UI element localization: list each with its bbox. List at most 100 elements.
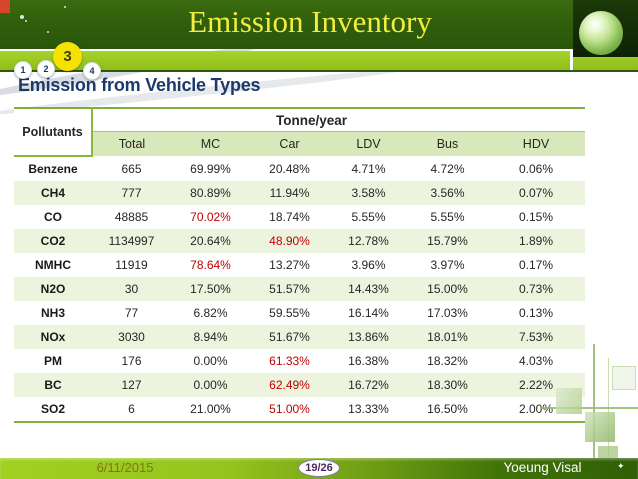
value-cell: 0.00% — [193, 378, 228, 392]
value-cell: 8.94% — [193, 330, 228, 344]
value-cell: 17.03% — [427, 306, 468, 320]
table-row: PM 176 0.00% 61.33% 16.38% 18.32% 4.03% — [14, 349, 585, 373]
decor-square — [585, 412, 615, 442]
value-cell: 30 — [124, 282, 139, 296]
value-cell: 62.49% — [269, 378, 310, 392]
value-cell: 13.86% — [348, 330, 389, 344]
decor-square — [612, 366, 636, 390]
decor-square — [598, 446, 618, 458]
value-cell: 80.89% — [190, 186, 231, 200]
table-row: CO2 1134997 20.64% 48.90% 12.78% 15.79% 1.89% — [14, 229, 585, 253]
value-cell: 5.55% — [351, 210, 386, 224]
sparkle-dot — [64, 6, 66, 8]
globe-icon — [579, 11, 623, 55]
value-cell: 18.74% — [269, 210, 310, 224]
value-cell: 6.82% — [193, 306, 228, 320]
value-cell: 4.71% — [351, 161, 386, 176]
decor-line — [608, 358, 609, 462]
pollutant-cell: CO — [44, 210, 62, 224]
value-cell: 0.06% — [518, 161, 554, 176]
header-bar — [0, 0, 638, 49]
value-cell: 21.00% — [190, 402, 231, 416]
pollutant-cell: NH3 — [40, 306, 65, 320]
value-cell: 48885 — [114, 210, 149, 224]
value-cell: 665 — [121, 161, 142, 176]
decor-square — [556, 388, 582, 414]
pollutant-cell: CO2 — [40, 234, 66, 248]
band-divider — [570, 51, 573, 70]
value-cell: 0.15% — [518, 210, 554, 224]
value-cell: 17.50% — [190, 282, 231, 296]
value-cell: 20.64% — [190, 234, 231, 248]
value-cell: 2.00% — [518, 402, 554, 416]
pollutant-cell: SO2 — [40, 402, 65, 416]
value-cell: 0.07% — [518, 186, 554, 200]
value-cell: 3.58% — [351, 186, 386, 200]
value-cell: 69.99% — [190, 161, 231, 176]
value-cell: 4.72% — [430, 161, 465, 176]
emission-table: Pollutants Tonne/year Total MC Car LDV B… — [14, 107, 585, 423]
value-cell: 16.50% — [427, 402, 468, 416]
value-cell: 18.01% — [427, 330, 468, 344]
table-row: CH4 777 80.89% 11.94% 3.58% 3.56% 0.07% — [14, 181, 585, 205]
value-cell: 11.94% — [269, 186, 310, 200]
pollutant-cell: BC — [44, 378, 62, 392]
sparkle-dot — [47, 31, 49, 33]
page-title: Emission Inventory — [188, 4, 432, 39]
corner-red-square — [0, 0, 10, 13]
value-cell: 15.79% — [427, 234, 468, 248]
value-cell: 13.27% — [269, 258, 310, 272]
column-header: Total — [92, 131, 171, 156]
emission-table-wrap: Pollutants Tonne/year Total MC Car LDV B… — [14, 107, 585, 423]
value-cell: 16.14% — [348, 306, 389, 320]
nav-circle-3-active[interactable]: 3 — [53, 42, 82, 71]
footer-date: 6/11/2015 — [96, 460, 154, 475]
page-number-badge: 19/26 — [298, 459, 340, 477]
column-header: Bus — [408, 131, 487, 156]
column-header: HDV — [487, 131, 585, 156]
nav-circle-1[interactable]: 1 — [14, 61, 32, 79]
table-row: BC 127 0.00% 62.49% 16.72% 18.30% 2.22% — [14, 373, 585, 397]
decor-line — [593, 344, 595, 462]
pollutant-cell: PM — [44, 354, 62, 368]
value-cell: 51.57% — [269, 282, 310, 296]
value-cell: 1134997 — [108, 234, 155, 248]
value-cell: 0.13% — [518, 306, 554, 320]
value-cell: 2.22% — [518, 378, 554, 392]
value-cell: 1.89% — [518, 234, 554, 248]
pollutant-cell: N2O — [40, 282, 66, 296]
value-cell: 70.02% — [190, 210, 231, 224]
value-cell: 3030 — [118, 330, 145, 344]
table-row: N2O 30 17.50% 51.57% 14.43% 15.00% 0.73% — [14, 277, 585, 301]
value-cell: 20.48% — [269, 161, 310, 176]
sparkle-dot — [20, 15, 24, 19]
pollutant-cell: CH4 — [40, 186, 65, 200]
value-cell: 11919 — [115, 258, 148, 272]
value-cell: 4.03% — [518, 354, 554, 368]
decor-line — [540, 407, 638, 409]
value-cell: 0.73% — [518, 282, 554, 296]
nav-circle-2[interactable]: 2 — [37, 60, 55, 78]
section-title: Emission from Vehicle Types — [18, 75, 261, 95]
value-cell: 176 — [121, 354, 142, 368]
value-cell: 78.64% — [190, 258, 231, 272]
corner-header: Pollutants — [14, 108, 93, 157]
table-row: NOx 3030 8.94% 51.67% 13.86% 18.01% 7.53% — [14, 325, 585, 349]
table-body: Benzene 665 69.99% 20.48% 4.71% 4.72% 0.06% CH4… — [14, 156, 585, 422]
pollutant-cell: NMHC — [35, 258, 71, 272]
value-cell: 51.67% — [269, 330, 310, 344]
value-cell: 59.55% — [269, 306, 310, 320]
value-cell: 7.53% — [518, 330, 554, 344]
nav-circle-4[interactable]: 4 — [83, 62, 101, 80]
value-cell: 3.56% — [430, 186, 465, 200]
value-cell: 0.17% — [518, 258, 554, 272]
value-cell: 3.96% — [351, 258, 386, 272]
value-cell: 6 — [128, 402, 135, 416]
footer-author: Yoeung Visal — [503, 460, 582, 475]
value-cell: 61.33% — [269, 354, 310, 368]
value-cell: 12.78% — [348, 234, 389, 248]
group-header: Tonne/year — [92, 108, 585, 132]
pollutant-cell: NOx — [40, 330, 66, 344]
value-cell: 16.72% — [348, 378, 389, 392]
